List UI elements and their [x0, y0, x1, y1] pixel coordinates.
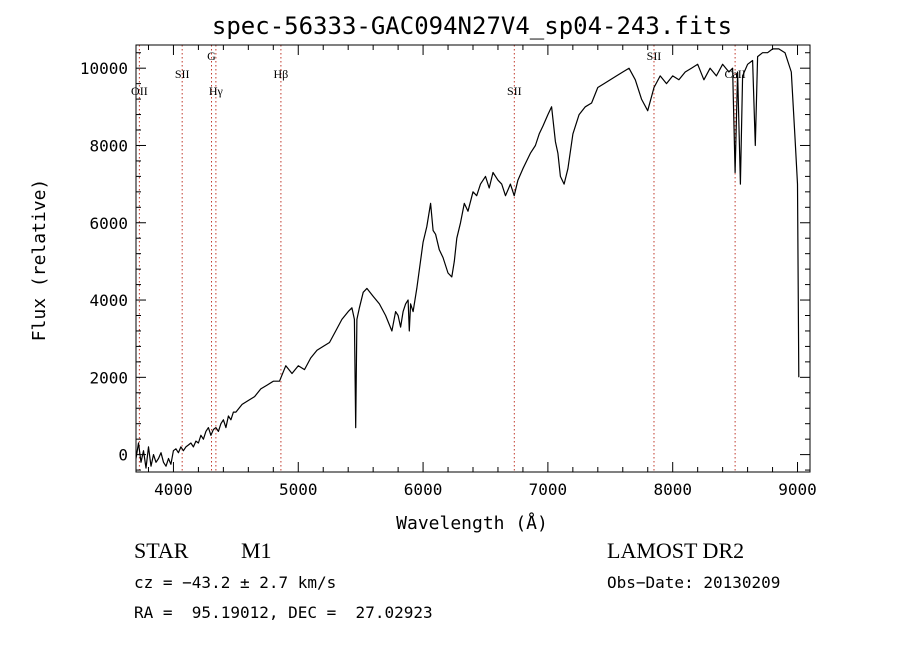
x-tick-label: 9000	[778, 480, 817, 499]
object-class: STAR	[134, 538, 189, 563]
plot-frame	[135, 44, 811, 473]
x-tick-label: 5000	[279, 480, 318, 499]
x-tick-label: 7000	[529, 480, 568, 499]
y-axis-label: Flux (relative)	[29, 179, 50, 342]
spectral-line-label: Hγ	[209, 84, 224, 98]
spectral-line-label: SII	[175, 67, 190, 81]
spectral-line-label: SII	[507, 84, 522, 98]
spectral-line-label: OII	[131, 84, 148, 98]
spectral-line-label: G	[207, 49, 216, 63]
y-tick-label: 6000	[89, 214, 128, 233]
chart-title: spec-56333-GAC094N27V4_sp04-243.fits	[212, 12, 732, 40]
object-subclass: M1	[241, 538, 272, 563]
spectral-line-label: Hβ	[274, 67, 289, 81]
x-axis-label: Wavelength (Å)	[396, 512, 548, 534]
y-tick-label: 2000	[89, 368, 128, 387]
survey-name: LAMOST DR2	[607, 538, 745, 563]
plot-axes: 4000 5000 6000 7000 8000 9000 0 2000 4000 6000 800…	[80, 45, 817, 499]
y-tick-label: 4000	[89, 291, 128, 310]
x-tick-label: 6000	[404, 480, 443, 499]
y-tick-label: 8000	[89, 136, 128, 155]
spectral-line-label: SII	[647, 49, 662, 63]
redshift-value: cz = −43.2 ± 2.7 km/s	[134, 573, 337, 592]
coordinates: RA = 95.19012, DEC = 27.02923	[134, 603, 433, 622]
spectrum-line	[135, 48, 800, 469]
x-tick-label: 8000	[653, 480, 692, 499]
y-tick-label: 0	[118, 446, 128, 465]
observation-date: Obs−Date: 20130209	[607, 573, 781, 592]
spectrum-series	[135, 48, 800, 469]
y-tick-label: 10000	[80, 59, 128, 78]
x-tick-label: 4000	[154, 480, 193, 499]
